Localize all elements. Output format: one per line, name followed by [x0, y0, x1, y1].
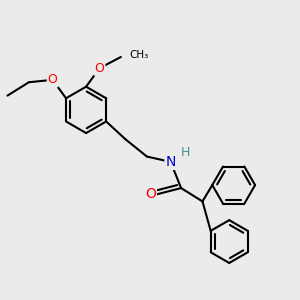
Text: O: O — [94, 62, 104, 75]
Text: O: O — [48, 74, 58, 86]
Text: H: H — [180, 146, 190, 159]
Text: O: O — [145, 187, 156, 201]
Text: N: N — [166, 155, 176, 169]
Text: CH₃: CH₃ — [129, 50, 148, 61]
